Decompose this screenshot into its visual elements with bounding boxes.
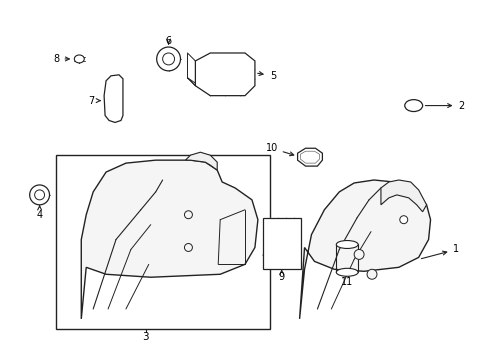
Text: 2: 2 xyxy=(425,100,465,111)
Text: 11: 11 xyxy=(341,274,353,287)
Circle shape xyxy=(157,47,180,71)
Circle shape xyxy=(367,269,377,279)
Polygon shape xyxy=(196,53,255,96)
Ellipse shape xyxy=(336,240,358,248)
Polygon shape xyxy=(299,180,431,319)
Text: 6: 6 xyxy=(166,36,171,46)
Ellipse shape xyxy=(336,268,358,276)
Text: 7: 7 xyxy=(88,96,100,105)
Circle shape xyxy=(35,190,45,200)
Text: 9: 9 xyxy=(279,269,285,282)
Circle shape xyxy=(354,249,364,260)
Text: 4: 4 xyxy=(37,206,43,220)
Circle shape xyxy=(400,216,408,224)
Polygon shape xyxy=(185,152,217,170)
Circle shape xyxy=(184,211,193,219)
Text: 10: 10 xyxy=(266,143,294,156)
Polygon shape xyxy=(381,180,427,212)
Text: 3: 3 xyxy=(143,332,149,342)
Text: 5: 5 xyxy=(258,71,276,81)
Polygon shape xyxy=(297,148,322,166)
Ellipse shape xyxy=(74,55,84,63)
Circle shape xyxy=(163,53,174,65)
Circle shape xyxy=(30,185,49,205)
Ellipse shape xyxy=(405,100,422,112)
Text: 8: 8 xyxy=(53,54,69,64)
Circle shape xyxy=(184,243,193,251)
Bar xyxy=(263,218,300,269)
Text: 1: 1 xyxy=(421,244,460,259)
Polygon shape xyxy=(81,160,258,319)
Bar xyxy=(56,155,270,329)
Polygon shape xyxy=(104,75,123,122)
